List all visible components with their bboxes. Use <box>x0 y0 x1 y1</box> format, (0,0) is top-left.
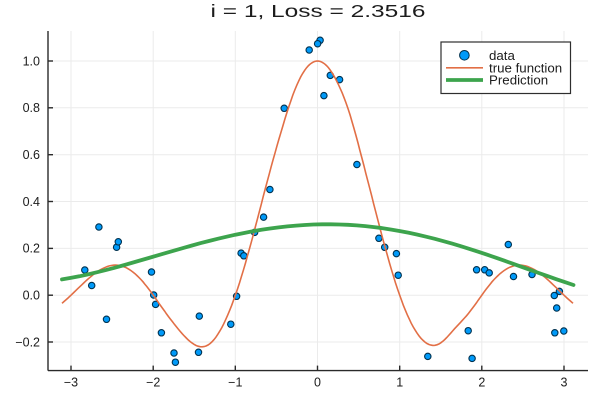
svg-text:−0.2: −0.2 <box>15 335 40 349</box>
svg-text:3: 3 <box>561 376 568 390</box>
svg-text:0.8: 0.8 <box>23 101 40 115</box>
svg-text:2: 2 <box>478 376 485 390</box>
svg-text:1: 1 <box>396 376 403 390</box>
svg-text:−2: −2 <box>146 376 160 390</box>
svg-text:data: data <box>489 48 515 63</box>
svg-text:−1: −1 <box>228 376 242 390</box>
svg-text:true function: true function <box>489 60 562 75</box>
svg-text:0.0: 0.0 <box>23 289 40 303</box>
svg-text:0.4: 0.4 <box>23 195 40 209</box>
svg-text:0.2: 0.2 <box>23 242 40 256</box>
svg-text:Prediction: Prediction <box>489 73 548 88</box>
svg-text:0: 0 <box>314 376 321 390</box>
svg-text:i = 1, Loss = 2.3516: i = 1, Loss = 2.3516 <box>211 1 426 21</box>
svg-text:1.0: 1.0 <box>23 54 40 68</box>
svg-text:−3: −3 <box>64 376 78 390</box>
svg-text:0.6: 0.6 <box>23 148 40 162</box>
